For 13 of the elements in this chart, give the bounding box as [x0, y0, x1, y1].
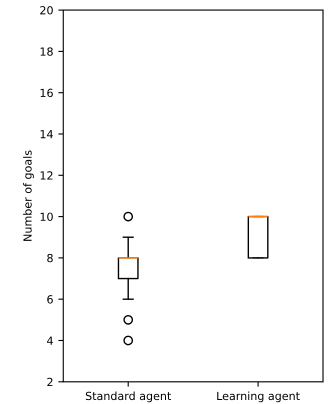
y-tick-label: 20 — [40, 6, 53, 14]
y-tick-label: 4 — [47, 336, 53, 345]
y-tick-label: 18 — [40, 47, 53, 56]
y-tick-label: 2 — [47, 378, 52, 386]
y-tick-label: 10 — [40, 212, 53, 221]
y-tick-label: 8 — [47, 254, 53, 262]
y-tick-label: 16 — [40, 88, 53, 98]
y-tick-label: 12 — [40, 171, 52, 180]
x-tick-label: Learning agent — [217, 392, 300, 402]
x-tick-label: Standard agent — [86, 392, 172, 402]
y-tick-label: 6 — [47, 295, 53, 304]
y-tick-label: 14 — [40, 130, 53, 138]
y-axis-title: Number of goals — [23, 150, 34, 241]
